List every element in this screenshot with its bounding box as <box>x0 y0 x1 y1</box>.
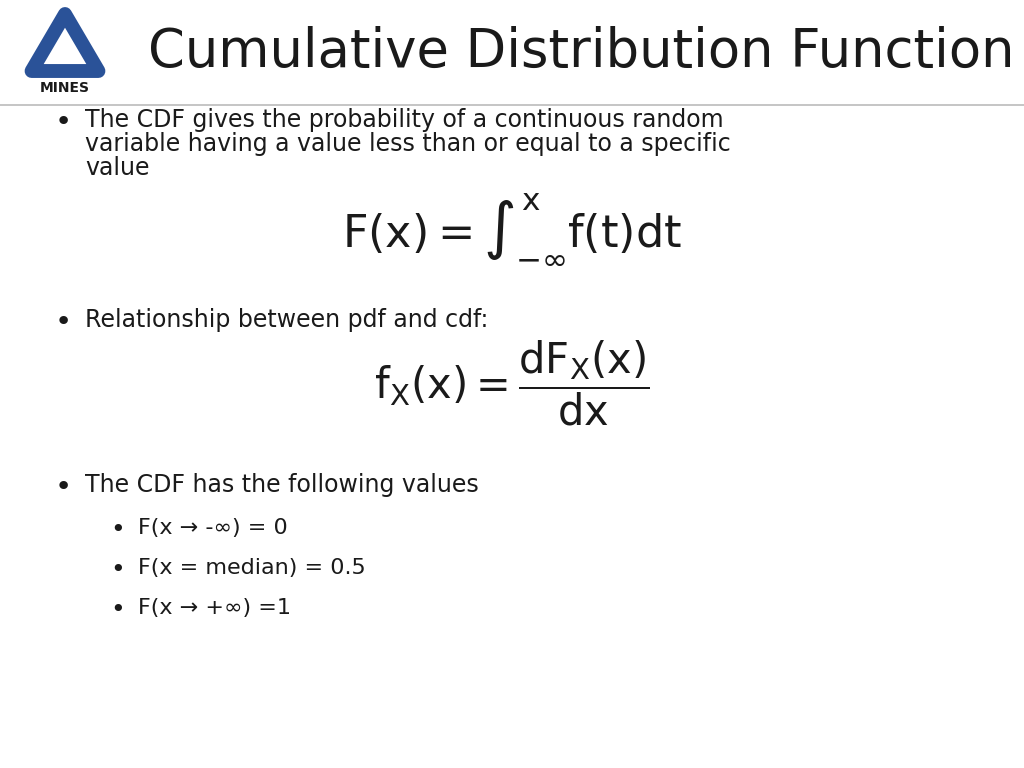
Text: Relationship between pdf and cdf:: Relationship between pdf and cdf: <box>85 308 488 332</box>
Text: The CDF gives the probability of a continuous random: The CDF gives the probability of a conti… <box>85 108 724 132</box>
Text: value: value <box>85 156 150 180</box>
Text: •: • <box>55 308 73 336</box>
Polygon shape <box>51 36 79 61</box>
Text: •: • <box>110 558 125 582</box>
Text: $\mathsf{F(x) = \int_{-\infty}^{x} f(t)dt}$: $\mathsf{F(x) = \int_{-\infty}^{x} f(t)d… <box>342 191 682 265</box>
Text: variable having a value less than or equal to a specific: variable having a value less than or equ… <box>85 132 731 156</box>
Text: F(x → +∞) =1: F(x → +∞) =1 <box>138 598 291 618</box>
Text: •: • <box>55 108 73 136</box>
Text: F(x → -∞) = 0: F(x → -∞) = 0 <box>138 518 288 538</box>
Text: MINES: MINES <box>40 81 90 94</box>
Text: The CDF has the following values: The CDF has the following values <box>85 473 479 497</box>
Text: •: • <box>110 518 125 542</box>
Text: Cumulative Distribution Function: Cumulative Distribution Function <box>148 26 1015 78</box>
Text: $\mathsf{f_X(x) = \dfrac{dF_X(x)}{dx}}$: $\mathsf{f_X(x) = \dfrac{dF_X(x)}{dx}}$ <box>375 338 649 428</box>
Text: •: • <box>110 598 125 622</box>
Text: F(x = median) = 0.5: F(x = median) = 0.5 <box>138 558 366 578</box>
Text: •: • <box>55 473 73 501</box>
